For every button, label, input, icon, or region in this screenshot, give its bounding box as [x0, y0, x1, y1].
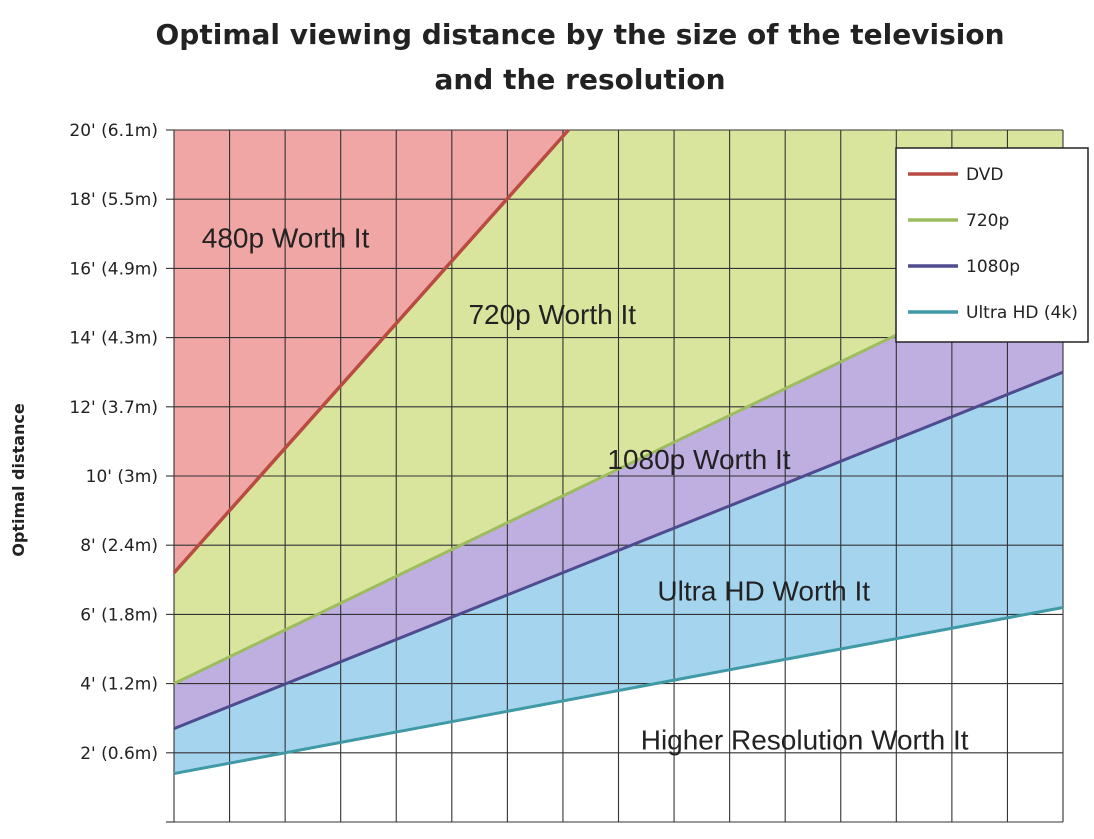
region-label: Ultra HD Worth It: [657, 576, 870, 607]
y-tick-label: 10' (3m): [86, 467, 158, 487]
y-tick-label: 20' (6.1m): [69, 121, 158, 141]
region-label: Higher Resolution Worth It: [641, 724, 969, 755]
y-tick-label: 12' (3.7m): [69, 398, 158, 418]
y-tick-label: 6' (1.8m): [80, 605, 158, 625]
y-tick-label: 8' (2.4m): [80, 536, 158, 556]
y-tick-label: 18' (5.5m): [69, 190, 158, 210]
y-tick-label: 2' (0.6m): [80, 744, 158, 764]
region-labels: 480p Worth It 720p Worth It 1080p Worth It…: [202, 223, 969, 756]
y-tick-label: 4' (1.2m): [80, 675, 158, 695]
chart-title: Optimal viewing distance by the size of …: [0, 12, 1094, 102]
legend: DVD 720p 1080p Ultra HD (4k): [895, 147, 1089, 343]
region-label: 480p Worth It: [202, 223, 370, 254]
legend-entry: Ultra HD (4k): [966, 303, 1078, 323]
y-axis-ticks: 2' (0.6m) 4' (1.2m) 6' (1.8m) 8' (2.4m) 10' …: [69, 121, 158, 764]
series-line-1080p: [173, 370, 1064, 730]
series-line-ultra-hd-4k: [173, 606, 1064, 776]
region-label: 1080p Worth It: [607, 444, 790, 475]
legend-entry: 720p: [966, 211, 1009, 231]
series-line-dvd: [172, 128, 570, 575]
region-label: 720p Worth It: [468, 299, 636, 330]
legend-box: [895, 147, 1089, 343]
chart-title-line-1: Optimal viewing distance by the size of …: [155, 18, 1005, 51]
y-axis-label: Optimal distance: [9, 403, 28, 556]
legend-entry: DVD: [966, 165, 1004, 185]
chart-title-line-2: and the resolution: [434, 63, 726, 96]
y-tick-label: 14' (4.3m): [69, 329, 158, 349]
y-tick-label: 16' (4.9m): [69, 259, 158, 279]
legend-entry: 1080p: [966, 257, 1020, 277]
